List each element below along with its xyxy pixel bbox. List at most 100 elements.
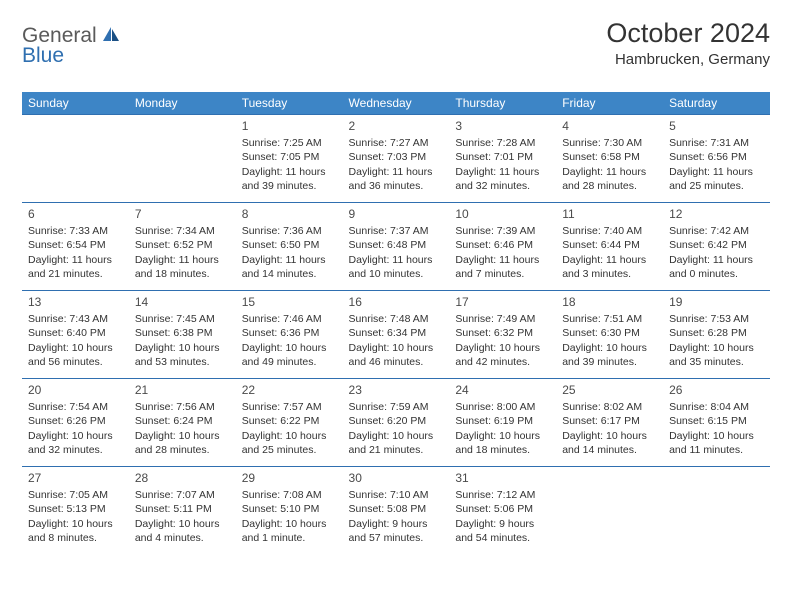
sunrise-text: Sunrise: 7:49 AM [455,312,550,326]
day-number: 18 [562,294,657,310]
sunrise-text: Sunrise: 7:10 AM [349,488,444,502]
daylight-text: Daylight: 10 hours and 53 minutes. [135,341,230,369]
day-cell: 25Sunrise: 8:02 AMSunset: 6:17 PMDayligh… [556,379,663,467]
day-cell: 20 Sunrise: 7:54 AMSunset: 6:26 PMDayligh… [22,379,129,467]
sunset-text: Sunset: 6:38 PM [135,326,230,340]
sunset-text: Sunset: 6:15 PM [669,414,764,428]
sunrise-text: Sunrise: 7:53 AM [669,312,764,326]
sunset-text: Sunset: 5:08 PM [349,502,444,516]
day-cell: 24Sunrise: 8:00 AMSunset: 6:19 PMDayligh… [449,379,556,467]
day-cell [663,467,770,555]
weekday-header: Thursday [449,92,556,115]
day-number: 8 [242,206,337,222]
sunset-text: Sunset: 6:36 PM [242,326,337,340]
day-number: 10 [455,206,550,222]
month-title: October 2024 [606,18,770,49]
day-number: 11 [562,206,657,222]
day-cell: 9Sunrise: 7:37 AMSunset: 6:48 PMDaylight… [343,203,450,291]
sunrise-text: Sunrise: 7:28 AM [455,136,550,150]
day-number: 20 [28,382,123,398]
sunset-text: Sunset: 6:56 PM [669,150,764,164]
daylight-text: Daylight: 10 hours and 1 minute. [242,517,337,545]
day-number: 5 [669,118,764,134]
day-number: 31 [455,470,550,486]
day-cell: 2Sunrise: 7:27 AMSunset: 7:03 PMDaylight… [343,115,450,203]
sunrise-text: Sunrise: 7:45 AM [135,312,230,326]
sunrise-text: Sunrise: 7:59 AM [349,400,444,414]
day-number: 12 [669,206,764,222]
daylight-text: Daylight: 10 hours and 8 minutes. [28,517,123,545]
daylight-text: Daylight: 10 hours and 11 minutes. [669,429,764,457]
sunrise-text: Sunrise: 7:12 AM [455,488,550,502]
day-cell: 3Sunrise: 7:28 AMSunset: 7:01 PMDaylight… [449,115,556,203]
daylight-text: Daylight: 10 hours and 32 minutes. [28,429,123,457]
calendar-body: 1Sunrise: 7:25 AMSunset: 7:05 PMDaylight… [22,115,770,555]
day-cell: 5Sunrise: 7:31 AMSunset: 6:56 PMDaylight… [663,115,770,203]
sunrise-text: Sunrise: 7:27 AM [349,136,444,150]
sunrise-text: Sunrise: 7:39 AM [455,224,550,238]
sunrise-text: Sunrise: 8:04 AM [669,400,764,414]
day-cell: 23Sunrise: 7:59 AMSunset: 6:20 PMDayligh… [343,379,450,467]
day-number: 1 [242,118,337,134]
day-cell: 15Sunrise: 7:46 AMSunset: 6:36 PMDayligh… [236,291,343,379]
sunset-text: Sunset: 6:54 PM [28,238,123,252]
weekday-header: Monday [129,92,236,115]
day-cell: 11Sunrise: 7:40 AMSunset: 6:44 PMDayligh… [556,203,663,291]
sunset-text: Sunset: 6:26 PM [28,414,123,428]
day-number: 21 [135,382,230,398]
sunrise-text: Sunrise: 7:30 AM [562,136,657,150]
day-cell: 4Sunrise: 7:30 AMSunset: 6:58 PMDaylight… [556,115,663,203]
sunset-text: Sunset: 5:11 PM [135,502,230,516]
day-cell: 19Sunrise: 7:53 AMSunset: 6:28 PMDayligh… [663,291,770,379]
sunrise-text: Sunrise: 7:37 AM [349,224,444,238]
day-number: 19 [669,294,764,310]
day-cell: 10Sunrise: 7:39 AMSunset: 6:46 PMDayligh… [449,203,556,291]
day-cell: 7Sunrise: 7:34 AMSunset: 6:52 PMDaylight… [129,203,236,291]
daylight-text: Daylight: 11 hours and 10 minutes. [349,253,444,281]
day-cell: 28 Sunrise: 7:07 AMSunset: 5:11 PMDayligh… [129,467,236,555]
sunset-text: Sunset: 6:32 PM [455,326,550,340]
calendar-page: General October 2024 Hambrucken, Germany… [0,0,792,573]
day-cell: 14 Sunrise: 7:45 AMSunset: 6:38 PMDayligh… [129,291,236,379]
day-cell: 26Sunrise: 8:04 AMSunset: 6:15 PMDayligh… [663,379,770,467]
daylight-text: Daylight: 10 hours and 56 minutes. [28,341,123,369]
daylight-text: Daylight: 10 hours and 18 minutes. [455,429,550,457]
day-cell [22,115,129,203]
day-number: 9 [349,206,444,222]
day-number: 15 [242,294,337,310]
sunrise-text: Sunrise: 7:42 AM [669,224,764,238]
calendar-head: Sunday Monday Tuesday Wednesday Thursday… [22,92,770,115]
daylight-text: Daylight: 11 hours and 21 minutes. [28,253,123,281]
day-cell: 31Sunrise: 7:12 AMSunset: 5:06 PMDayligh… [449,467,556,555]
page-header: General October 2024 Hambrucken, Germany [22,18,770,68]
sunrise-text: Sunrise: 7:05 AM [28,488,123,502]
sunset-text: Sunset: 6:24 PM [135,414,230,428]
day-cell: 1Sunrise: 7:25 AMSunset: 7:05 PMDaylight… [236,115,343,203]
weekday-row: Sunday Monday Tuesday Wednesday Thursday… [22,92,770,115]
daylight-text: Daylight: 10 hours and 4 minutes. [135,517,230,545]
sunrise-text: Sunrise: 7:07 AM [135,488,230,502]
daylight-text: Daylight: 11 hours and 36 minutes. [349,165,444,193]
sunset-text: Sunset: 6:58 PM [562,150,657,164]
day-number: 25 [562,382,657,398]
calendar-table: Sunday Monday Tuesday Wednesday Thursday… [22,92,770,555]
sunset-text: Sunset: 6:28 PM [669,326,764,340]
day-number: 27 [28,470,123,486]
day-number: 2 [349,118,444,134]
daylight-text: Daylight: 11 hours and 0 minutes. [669,253,764,281]
sunrise-text: Sunrise: 7:40 AM [562,224,657,238]
sunrise-text: Sunrise: 7:36 AM [242,224,337,238]
day-number: 17 [455,294,550,310]
sunrise-text: Sunrise: 7:54 AM [28,400,123,414]
weekday-header: Sunday [22,92,129,115]
daylight-text: Daylight: 11 hours and 32 minutes. [455,165,550,193]
sunrise-text: Sunrise: 7:56 AM [135,400,230,414]
sunset-text: Sunset: 7:05 PM [242,150,337,164]
sunrise-text: Sunrise: 7:57 AM [242,400,337,414]
day-number: 14 [135,294,230,310]
day-cell: 27Sunrise: 7:05 AMSunset: 5:13 PMDayligh… [22,467,129,555]
day-number: 28 [135,470,230,486]
daylight-text: Daylight: 11 hours and 18 minutes. [135,253,230,281]
week-row: 1Sunrise: 7:25 AMSunset: 7:05 PMDaylight… [22,115,770,203]
weekday-header: Friday [556,92,663,115]
